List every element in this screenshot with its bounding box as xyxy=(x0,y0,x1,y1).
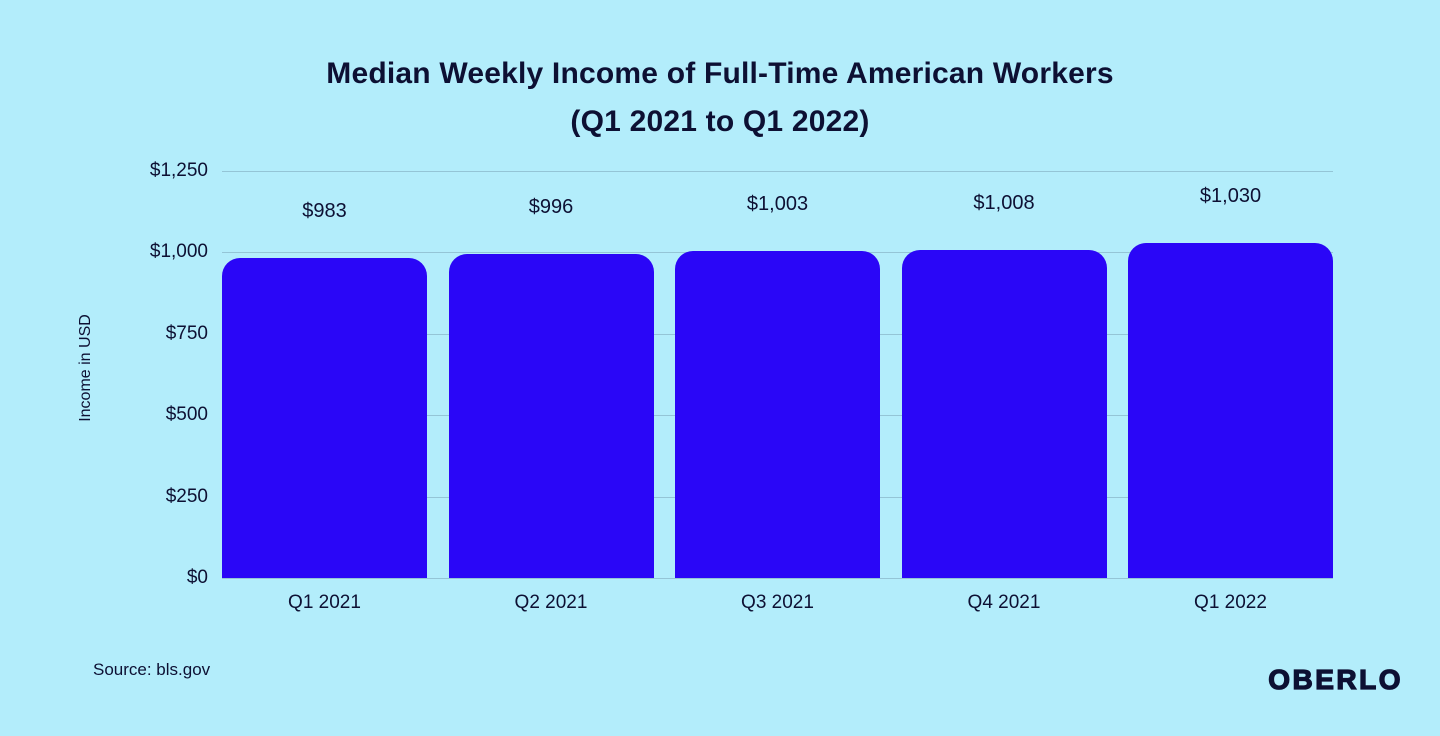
x-tick-label: Q1 2021 xyxy=(288,592,361,613)
bar-value-label: $1,003 xyxy=(746,193,809,215)
chart-title: Median Weekly Income of Full-Time Americ… xyxy=(0,50,1440,146)
gridline xyxy=(222,171,1333,172)
oberlo-logo: OBERLO xyxy=(1268,663,1403,695)
bar-value-label: $996 xyxy=(528,196,574,218)
bar-value-label: $1,030 xyxy=(1199,185,1262,207)
y-tick-label: $250 xyxy=(165,485,208,507)
bar-series: $983 Q1 2021 $996 Q2 2021 $1,003 Q3 2021 $1,00… xyxy=(222,171,1333,613)
x-tick-label: Q2 2021 xyxy=(514,592,588,613)
source-note: Source: bls.gov xyxy=(93,660,211,679)
y-tick-label: $1,250 xyxy=(149,160,208,181)
gridline xyxy=(222,578,1333,579)
bar xyxy=(901,250,1107,578)
bar-slot: $1,003 Q3 2021 xyxy=(675,171,880,613)
y-tick-label: $750 xyxy=(165,322,208,344)
bar-slot: $996 Q2 2021 xyxy=(448,171,654,613)
bar xyxy=(222,258,427,578)
y-tick-label: $0 xyxy=(186,567,208,588)
chart-title-line2: (Q1 2021 to Q1 2022) xyxy=(570,105,870,138)
bar-slot: $1,030 Q1 2022 xyxy=(1128,171,1333,613)
bar-slot: $983 Q1 2021 xyxy=(222,171,427,613)
bar-slot: $1,008 Q4 2021 xyxy=(901,171,1107,613)
bar xyxy=(448,254,654,578)
x-tick-label: Q3 2021 xyxy=(741,592,814,613)
chart-title-line1: Median Weekly Income of Full-Time Americ… xyxy=(326,57,1114,90)
x-tick-label: Q1 2022 xyxy=(1194,592,1267,613)
x-tick-label: Q4 2021 xyxy=(967,592,1041,613)
bar xyxy=(675,251,880,578)
y-tick-label: $500 xyxy=(165,404,208,426)
bar-value-label: $1,008 xyxy=(973,192,1035,214)
bar xyxy=(1128,243,1333,578)
y-tick-label: $1,000 xyxy=(149,241,208,263)
plot-area: $983 Q1 2021 $996 Q2 2021 $1,003 Q3 2021 $1,00… xyxy=(222,171,1333,613)
bar-value-label: $983 xyxy=(302,200,347,222)
